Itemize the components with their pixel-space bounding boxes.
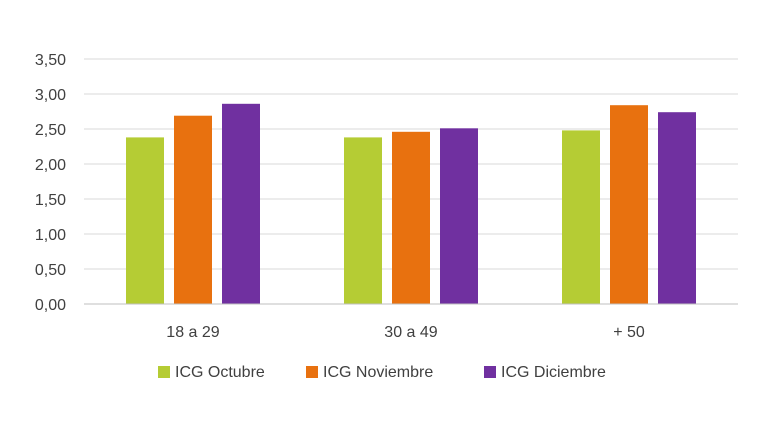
bar-icg-diciembre-0 — [222, 103, 260, 304]
bar-icg-octubre-1 — [344, 137, 382, 304]
bar-icg-noviembre-0 — [174, 115, 212, 304]
bar-icg-noviembre-1 — [392, 131, 430, 304]
y-tick-label: 0,50 — [35, 262, 66, 279]
y-tick-label: 1,00 — [35, 227, 66, 244]
y-tick-label: 3,00 — [35, 87, 66, 104]
legend-swatch — [306, 366, 318, 378]
bar-icg-octubre-0 — [126, 137, 164, 304]
y-axis-tick-labels: 0,00 0,50 1,00 1,50 2,00 2,50 3,00 3,50 — [35, 52, 66, 314]
legend-swatch — [158, 366, 170, 378]
bars — [126, 103, 696, 304]
bar-icg-diciembre-1 — [440, 128, 478, 304]
legend-label: ICG Noviembre — [323, 364, 433, 381]
legend-swatch — [484, 366, 496, 378]
bar-icg-diciembre-2 — [658, 112, 696, 304]
legend-item-icg-octubre: ICG Octubre — [158, 364, 265, 381]
legend-label: ICG Octubre — [175, 364, 265, 381]
x-axis: 18 a 29 30 a 49 + 50 — [84, 303, 738, 341]
y-tick-label: 2,50 — [35, 122, 66, 139]
y-tick-label: 3,50 — [35, 52, 66, 69]
x-category-label: 30 a 49 — [384, 324, 437, 341]
legend-item-icg-noviembre: ICG Noviembre — [306, 364, 433, 381]
y-tick-label: 1,50 — [35, 192, 66, 209]
y-tick-label: 0,00 — [35, 297, 66, 314]
bar-icg-octubre-2 — [562, 130, 600, 304]
x-category-label: 18 a 29 — [166, 324, 219, 341]
legend-item-icg-diciembre: ICG Diciembre — [484, 364, 606, 381]
bar-icg-noviembre-2 — [610, 105, 648, 304]
legend-label: ICG Diciembre — [501, 364, 606, 381]
y-tick-label: 2,00 — [35, 157, 66, 174]
legend: ICG Octubre ICG Noviembre ICG Diciembre — [158, 364, 606, 381]
x-category-label: + 50 — [613, 324, 645, 341]
